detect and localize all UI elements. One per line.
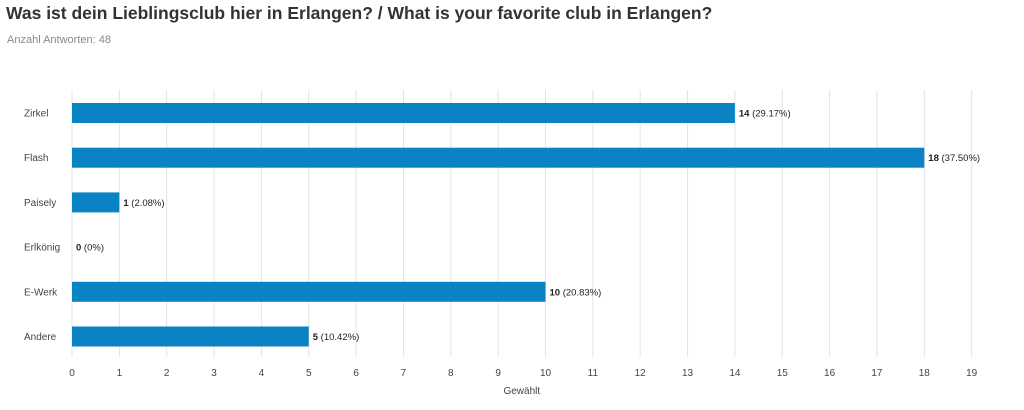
category-label: Flash xyxy=(24,153,48,164)
data-label-value: 1 xyxy=(123,198,129,209)
data-label: 0 (0%) xyxy=(76,243,104,254)
x-tick-label: 1 xyxy=(117,368,123,379)
x-tick-label: 19 xyxy=(966,368,978,379)
data-label-value: 14 xyxy=(739,109,750,120)
data-label: 14 (29.17%) xyxy=(739,109,791,120)
data-label: 18 (37.50%) xyxy=(928,153,980,164)
x-tick-label: 8 xyxy=(448,368,454,379)
data-label-value: 18 xyxy=(928,153,939,164)
data-label-percent: (2.08%) xyxy=(129,198,165,209)
data-label-value: 5 xyxy=(313,332,319,343)
response-count: Anzahl Antworten: 48 xyxy=(7,34,111,46)
x-tick-label: 9 xyxy=(495,368,501,379)
data-label-value: 10 xyxy=(550,287,561,298)
category-label: Andere xyxy=(24,332,57,343)
data-label: 1 (2.08%) xyxy=(123,198,164,209)
x-tick-label: 13 xyxy=(682,368,694,379)
bar xyxy=(72,326,309,347)
x-axis-title: Gewählt xyxy=(503,386,540,397)
x-tick-label: 16 xyxy=(824,368,836,379)
data-label-percent: (20.83%) xyxy=(560,287,601,298)
bar xyxy=(72,147,925,168)
bars xyxy=(72,103,925,347)
x-tick-label: 11 xyxy=(588,368,599,379)
data-label-percent: (0%) xyxy=(81,243,104,254)
x-tick-label: 17 xyxy=(871,368,883,379)
category-labels: Zirkel 14 (29.17%) Flash 18 (37.50%) Paisely… xyxy=(24,109,980,344)
x-tick-label: 2 xyxy=(164,368,170,379)
x-tick-label: 12 xyxy=(635,368,647,379)
x-tick-label: 5 xyxy=(306,368,312,379)
bar xyxy=(72,192,120,213)
data-label-percent: (10.42%) xyxy=(318,332,359,343)
category-label: E-Werk xyxy=(24,287,58,298)
x-tick-label: 14 xyxy=(729,368,741,379)
x-tick-label: 18 xyxy=(919,368,931,379)
x-tick-label: 3 xyxy=(211,368,217,379)
data-label: 5 (10.42%) xyxy=(313,332,359,343)
category-label: Erlkönig xyxy=(24,243,60,254)
bar xyxy=(72,103,735,123)
data-label-percent: (29.17%) xyxy=(749,109,790,120)
category-label: Zirkel xyxy=(24,109,48,120)
x-tick-label: 7 xyxy=(401,368,407,379)
data-label: 10 (20.83%) xyxy=(550,287,602,298)
x-tick-label: 4 xyxy=(259,368,265,379)
category-label: Paisely xyxy=(24,198,56,209)
x-tick-label: 0 xyxy=(69,368,75,379)
chart-title: Was ist dein Lieblingsclub hier in Erlan… xyxy=(6,3,713,23)
x-axis-ticks: 0 1 2 3 4 5 6 7 8 9 10 11 12 13 14 15 16 17 18 19 xyxy=(69,368,977,379)
bar xyxy=(72,281,546,302)
data-label-percent: (37.50%) xyxy=(939,153,980,164)
x-tick-label: 10 xyxy=(540,368,552,379)
grid-lines xyxy=(71,90,973,357)
x-tick-label: 6 xyxy=(353,368,359,379)
x-tick-label: 15 xyxy=(777,368,789,379)
data-label-value: 0 xyxy=(76,243,81,254)
